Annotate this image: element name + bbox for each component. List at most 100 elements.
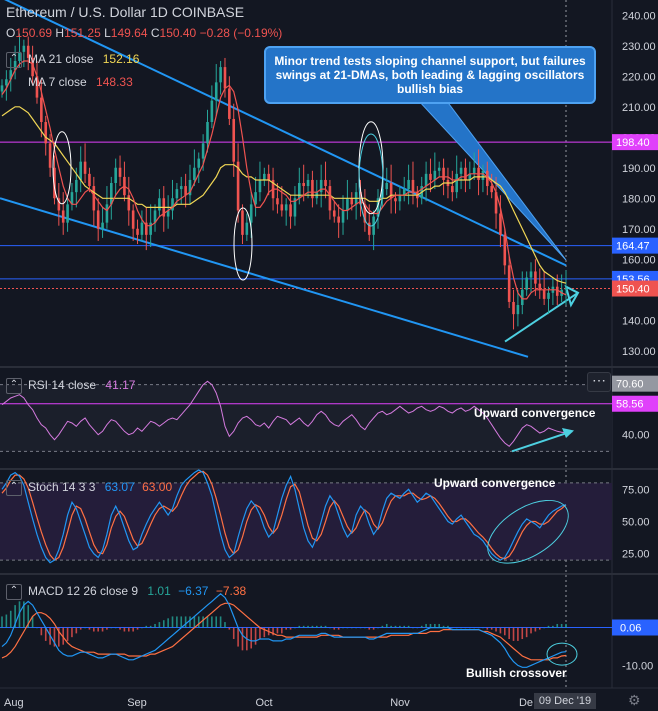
candle-body bbox=[341, 210, 345, 223]
legend-macd[interactable]: ⌃ MACD 12 26 close 9 1.01 −6.37 −7.38 bbox=[6, 584, 246, 600]
macd-histogram-bar bbox=[119, 627, 121, 630]
legend-ma21[interactable]: ⌃ MA 21 close 152.16 bbox=[6, 52, 139, 68]
macd-histogram-bar bbox=[311, 625, 314, 628]
legend-ma21-value: 152.16 bbox=[102, 52, 140, 67]
price-label-text: 150.40 bbox=[616, 284, 650, 296]
candle-body bbox=[350, 198, 354, 205]
highlight-ellipse bbox=[358, 133, 384, 227]
macd-histogram-bar bbox=[93, 627, 95, 632]
arrow-head-icon bbox=[562, 428, 574, 438]
legend-rsi-value: 41.17 bbox=[105, 378, 136, 393]
candle-body bbox=[96, 210, 100, 229]
legend-macd-line-value: −6.37 bbox=[178, 584, 209, 599]
price-label-box bbox=[612, 280, 658, 297]
chevron-up-icon[interactable]: ⌃ bbox=[6, 52, 22, 68]
candle-body bbox=[372, 216, 375, 235]
macd-histogram-bar bbox=[346, 627, 349, 629]
candle-body bbox=[302, 183, 305, 187]
macd-histogram-bar bbox=[337, 627, 340, 630]
price-tick-label: 160.00 bbox=[622, 254, 656, 266]
candle-body bbox=[245, 222, 249, 235]
price-tick-label: 210.00 bbox=[622, 102, 656, 114]
legend-ma7[interactable]: MA 7 close 148.33 bbox=[28, 75, 133, 89]
candle-body bbox=[512, 301, 515, 315]
macd-histogram-bar bbox=[101, 627, 104, 632]
macd-histogram-bar bbox=[145, 625, 148, 628]
candle-body bbox=[153, 210, 157, 223]
macd-histogram-bar bbox=[44, 627, 47, 641]
candle-body bbox=[236, 161, 240, 211]
candle-body bbox=[394, 198, 397, 202]
candle-body bbox=[455, 173, 458, 193]
candle-body bbox=[424, 173, 428, 187]
macd-histogram-bar bbox=[250, 627, 253, 649]
candle-body bbox=[75, 179, 78, 193]
candle-body bbox=[118, 167, 122, 177]
macd-histogram-bar bbox=[141, 627, 143, 629]
macd-histogram-bar bbox=[110, 627, 113, 629]
candle-body bbox=[328, 186, 332, 211]
macd-histogram-bar bbox=[31, 616, 34, 628]
chevron-up-icon[interactable]: ⌃ bbox=[6, 480, 22, 496]
more-options-button[interactable]: ⋯ bbox=[587, 372, 611, 392]
candle-body bbox=[249, 204, 253, 223]
candle-body bbox=[88, 173, 91, 187]
candle-body bbox=[83, 161, 87, 174]
time-axis-label: Sep bbox=[127, 697, 147, 709]
macd-histogram-bar bbox=[342, 627, 344, 629]
candle-body bbox=[48, 143, 52, 168]
arrow-head-icon bbox=[564, 284, 580, 308]
macd-histogram-bar bbox=[508, 627, 510, 640]
candle-body bbox=[179, 186, 183, 190]
callout-annotation: Minor trend tests sloping channel suppor… bbox=[264, 46, 596, 104]
candle-body bbox=[564, 288, 568, 290]
candle-body bbox=[9, 70, 13, 80]
macd-histogram-bar bbox=[18, 601, 21, 628]
candle-body bbox=[40, 97, 43, 122]
candle-body bbox=[459, 167, 463, 174]
macd-histogram-bar bbox=[254, 627, 257, 645]
price-tick-label: 180.00 bbox=[622, 193, 656, 205]
candle-body bbox=[503, 234, 507, 266]
macd-histogram-bar bbox=[149, 625, 152, 628]
candle-body bbox=[298, 183, 301, 199]
macd-histogram-bar bbox=[355, 627, 357, 629]
macd-histogram-bar bbox=[224, 622, 226, 628]
candle-body bbox=[206, 122, 209, 144]
candle-body bbox=[70, 192, 74, 205]
time-axis-label: Aug bbox=[4, 697, 24, 709]
legend-ma7-value: 148.33 bbox=[96, 75, 133, 89]
chevron-up-icon[interactable]: ⌃ bbox=[6, 584, 22, 600]
ma7-series-line bbox=[1, 60, 567, 300]
legend-stoch[interactable]: ⌃ Stoch 14 3 3 63.07 63.00 bbox=[6, 480, 172, 496]
macd-histogram-bar bbox=[350, 627, 353, 629]
macd-histogram-bar bbox=[368, 627, 371, 630]
candle-body bbox=[114, 167, 117, 183]
macd-histogram-bar bbox=[495, 627, 497, 632]
price-tick-label: 220.00 bbox=[622, 71, 656, 83]
legend-ma7-label: MA 7 close bbox=[28, 75, 87, 89]
legend-rsi[interactable]: ⌃ RSI 14 close 41.17 bbox=[6, 378, 135, 394]
candle-body bbox=[136, 228, 139, 235]
candle-body bbox=[346, 198, 349, 211]
chevron-up-icon[interactable]: ⌃ bbox=[6, 378, 22, 394]
gear-icon[interactable]: ⚙ bbox=[628, 692, 641, 708]
macd-histogram-bar bbox=[237, 627, 239, 647]
candle-body bbox=[451, 186, 454, 193]
candle-body bbox=[555, 286, 559, 296]
macd-histogram-bar bbox=[482, 627, 484, 629]
legend-macd-signal-value: −7.38 bbox=[215, 584, 247, 599]
candle-body bbox=[158, 198, 161, 211]
macd-histogram-bar bbox=[451, 627, 454, 629]
macd-histogram-bar bbox=[403, 625, 406, 628]
stoch-tick-label: 25.00 bbox=[622, 549, 650, 561]
macd-histogram-bar bbox=[228, 627, 231, 630]
price-label-box bbox=[612, 237, 658, 254]
macd-histogram-bar bbox=[162, 620, 165, 628]
candle-body bbox=[175, 189, 179, 199]
price-tick-label: 140.00 bbox=[622, 315, 656, 327]
candle-body bbox=[464, 167, 467, 180]
macd-histogram-bar bbox=[302, 625, 305, 628]
stoch-tick-label: 50.00 bbox=[622, 517, 650, 529]
candle-body bbox=[389, 183, 393, 199]
